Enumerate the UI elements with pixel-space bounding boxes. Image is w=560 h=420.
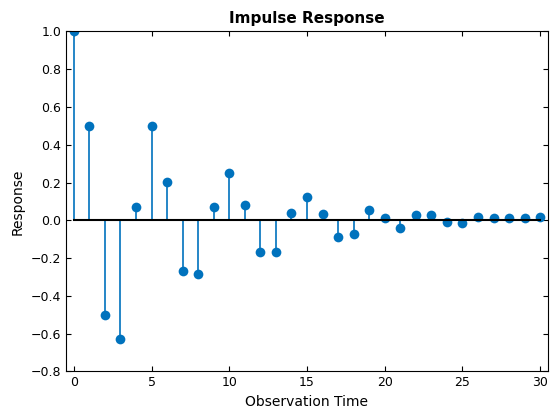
X-axis label: Observation Time: Observation Time — [245, 395, 368, 409]
Y-axis label: Response: Response — [11, 168, 25, 235]
Title: Impulse Response: Impulse Response — [229, 11, 385, 26]
